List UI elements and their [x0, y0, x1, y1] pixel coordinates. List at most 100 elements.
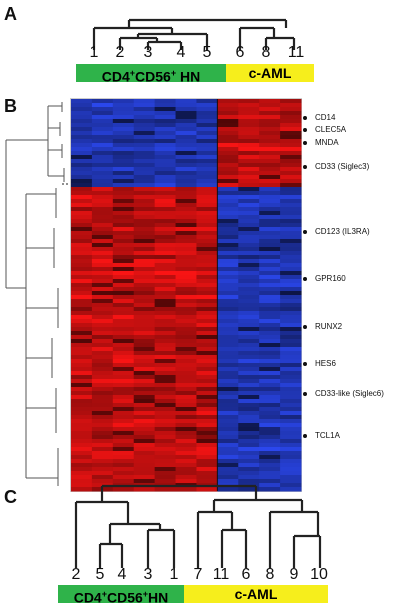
heatmap-cell	[238, 127, 260, 132]
heatmap-cell	[133, 251, 156, 256]
heatmap-cell	[196, 239, 218, 244]
heatmap-cell	[280, 223, 302, 228]
heatmap-cell	[91, 283, 114, 288]
heatmap-cell	[238, 399, 260, 404]
heatmap-cell	[133, 487, 156, 492]
heatmap-cell	[112, 315, 135, 320]
heatmap-cell	[259, 303, 281, 308]
heatmap-cell	[259, 171, 281, 176]
heatmap-cell	[196, 191, 218, 196]
heatmap-cell	[112, 103, 135, 108]
heatmap-cell	[238, 455, 260, 460]
heatmap-cell	[217, 175, 239, 180]
heatmap-cell	[280, 435, 302, 440]
heatmap-cell	[91, 307, 114, 312]
heatmap-cell	[280, 247, 302, 252]
heatmap-cell	[238, 323, 260, 328]
heatmap-cell	[154, 155, 177, 160]
heatmap-cell	[91, 375, 114, 380]
heatmap-cell	[217, 279, 239, 284]
heatmap-cell	[91, 223, 114, 228]
heatmap-cell	[154, 135, 177, 140]
heatmap-cell	[71, 467, 93, 472]
heatmap-cell	[91, 203, 114, 208]
heatmap-cell	[238, 351, 260, 356]
heatmap-cell	[91, 243, 114, 248]
heatmap-cell	[280, 311, 302, 316]
heatmap-cell	[133, 243, 156, 248]
heatmap-cell	[259, 463, 281, 468]
heatmap-cell	[71, 135, 93, 140]
heatmap-cell	[71, 295, 93, 300]
heatmap-cell	[71, 403, 93, 408]
heatmap-cell	[133, 415, 156, 420]
heatmap-cell	[112, 251, 135, 256]
panel-c-hn-bar: CD4+CD56+HN	[58, 585, 184, 606]
heatmap-cell	[91, 327, 114, 332]
heatmap-cell	[280, 347, 302, 352]
heatmap-cell	[91, 259, 114, 264]
heatmap-cell	[71, 315, 93, 320]
heatmap-cell	[133, 399, 156, 404]
heatmap-cell	[133, 299, 156, 304]
panel-c-leaf: 11	[212, 566, 230, 583]
heatmap-cell	[259, 363, 281, 368]
heatmap-cell	[259, 267, 281, 272]
heatmap-cell	[133, 359, 156, 364]
heatmap-cell	[238, 359, 260, 364]
heatmap-cell	[154, 379, 177, 384]
heatmap-cell	[91, 175, 114, 180]
heatmap-cell	[112, 235, 135, 240]
heatmap-cell	[217, 167, 239, 172]
heatmap-cell	[133, 103, 156, 108]
gene-label: CD14	[303, 113, 335, 122]
heatmap-cell	[154, 343, 177, 348]
heatmap-cell	[91, 431, 114, 436]
heatmap-cell	[175, 151, 197, 156]
heatmap-cell	[71, 251, 93, 256]
gene-name: CD33 (Siglec3)	[315, 162, 370, 171]
heatmap-cell	[217, 171, 239, 176]
heatmap-cell	[196, 259, 218, 264]
heatmap-cell	[175, 355, 197, 360]
heatmap-cell	[175, 419, 197, 424]
heatmap-cell	[196, 307, 218, 312]
heatmap-cell	[71, 151, 93, 156]
heatmap-cell	[91, 315, 114, 320]
heatmap-cell	[175, 319, 197, 324]
heatmap-cell	[112, 471, 135, 476]
heatmap-cell	[238, 131, 260, 136]
heatmap-cell	[91, 163, 114, 168]
heatmap-cell	[91, 459, 114, 464]
heatmap-cell	[217, 379, 239, 384]
heatmap-cell	[154, 415, 177, 420]
heatmap-cell	[91, 155, 114, 160]
heatmap-cell	[196, 403, 218, 408]
heatmap-cell	[280, 179, 302, 184]
heatmap-cell	[238, 331, 260, 336]
heatmap-cell	[196, 315, 218, 320]
heatmap-cell	[133, 363, 156, 368]
heatmap-cell	[112, 375, 135, 380]
heatmap-cell	[175, 331, 197, 336]
heatmap-cell	[280, 107, 302, 112]
heatmap-cell	[238, 147, 260, 152]
gene-name: MNDA	[315, 138, 339, 147]
heatmap-cell	[217, 439, 239, 444]
heatmap-cell	[154, 215, 177, 220]
heatmap-cell	[259, 135, 281, 140]
heatmap-cell	[280, 259, 302, 264]
heatmap-cell	[259, 487, 281, 492]
heatmap-cell	[133, 419, 156, 424]
heatmap-cell	[238, 103, 260, 108]
panel-a-dendrogram	[92, 18, 296, 50]
heatmap-cell	[71, 331, 93, 336]
heatmap-cell	[112, 199, 135, 204]
heatmap-cell	[238, 287, 260, 292]
heatmap-cell	[133, 107, 156, 112]
heatmap-cell	[71, 351, 93, 356]
heatmap-cell	[280, 343, 302, 348]
heatmap-cell	[217, 219, 239, 224]
heatmap-cell	[196, 363, 218, 368]
heatmap-cell	[238, 439, 260, 444]
